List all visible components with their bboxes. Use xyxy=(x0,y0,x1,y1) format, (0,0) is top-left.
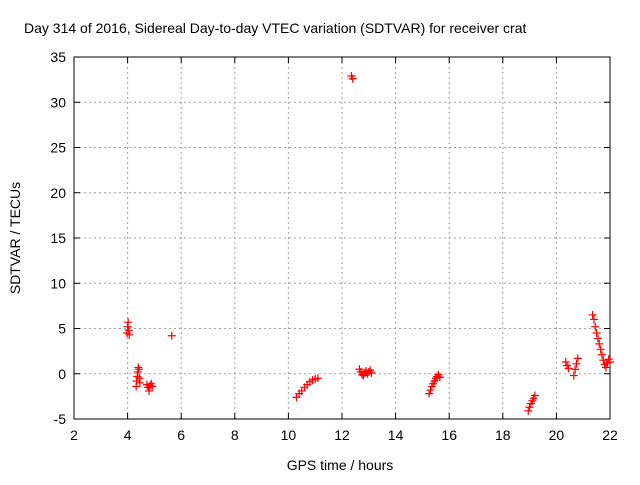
data-point xyxy=(569,371,578,380)
y-tick-label: 25 xyxy=(50,140,66,156)
data-point xyxy=(564,364,573,373)
data-point xyxy=(597,350,606,359)
data-point xyxy=(561,357,570,366)
data-point xyxy=(530,391,539,400)
data-point xyxy=(348,74,357,83)
axis-ticks xyxy=(73,56,611,420)
grid-lines xyxy=(74,57,610,419)
data-point xyxy=(596,345,605,354)
x-tick-label: 16 xyxy=(441,427,457,443)
x-tick-label: 18 xyxy=(495,427,511,443)
data-point xyxy=(601,363,610,372)
data-point xyxy=(148,382,157,391)
y-tick-label: 30 xyxy=(50,94,66,110)
y-axis-label: SDTVAR / TECUs xyxy=(7,182,23,294)
data-point xyxy=(573,354,582,363)
y-tick-label: 5 xyxy=(58,321,66,337)
data-points xyxy=(123,72,614,415)
y-tick-label: -5 xyxy=(54,411,67,427)
data-point xyxy=(595,339,604,348)
data-point xyxy=(592,329,601,338)
x-tick-label: 12 xyxy=(334,427,350,443)
x-tick-label: 4 xyxy=(124,427,132,443)
data-point xyxy=(124,318,133,327)
data-point xyxy=(125,330,134,339)
data-point xyxy=(367,368,376,377)
data-point xyxy=(425,389,434,398)
chart-title: Day 314 of 2016, Sidereal Day-to-day VTE… xyxy=(24,20,526,36)
data-point xyxy=(591,322,600,331)
data-point xyxy=(572,359,581,368)
data-point xyxy=(599,356,608,365)
data-point xyxy=(524,406,533,415)
data-point xyxy=(606,357,614,366)
y-tick-labels: -5 0 5 10 15 20 25 30 35 xyxy=(50,49,66,427)
y-tick-label: 0 xyxy=(58,366,66,382)
data-point xyxy=(134,365,143,374)
data-point xyxy=(593,334,602,343)
data-point xyxy=(167,331,176,340)
data-point xyxy=(135,378,144,387)
data-point xyxy=(571,365,580,374)
x-tick-label: 20 xyxy=(549,427,565,443)
data-point xyxy=(313,374,322,383)
x-tick-label: 2 xyxy=(70,427,78,443)
x-tick-label: 8 xyxy=(231,427,239,443)
x-tick-label: 6 xyxy=(177,427,185,443)
y-tick-label: 10 xyxy=(50,275,66,291)
y-tick-label: 20 xyxy=(50,185,66,201)
x-tick-label: 14 xyxy=(388,427,404,443)
x-tick-labels: 2 4 6 8 10 12 14 16 18 20 22 xyxy=(70,427,618,443)
y-tick-label: 15 xyxy=(50,230,66,246)
data-point xyxy=(435,373,444,382)
x-tick-label: 10 xyxy=(281,427,297,443)
x-axis-label: GPS time / hours xyxy=(287,457,394,473)
data-point xyxy=(589,315,598,324)
y-tick-label: 35 xyxy=(50,49,66,65)
data-point xyxy=(525,403,534,412)
data-point xyxy=(588,310,597,319)
x-tick-label: 22 xyxy=(602,427,618,443)
data-point xyxy=(145,386,154,395)
data-point xyxy=(426,386,435,395)
